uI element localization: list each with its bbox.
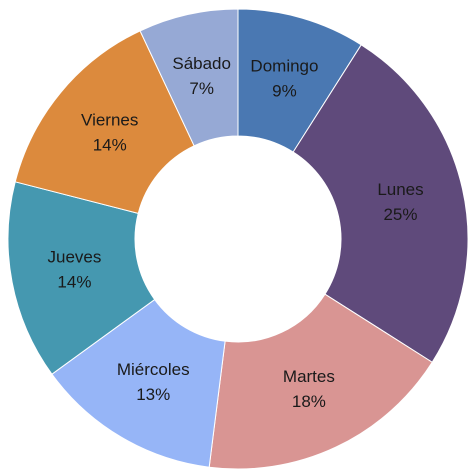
slice-category-label: Domingo <box>250 57 318 76</box>
slice-value-label: 14% <box>93 135 127 154</box>
slice-category-label: Jueves <box>48 248 102 267</box>
donut-slice <box>7 181 156 375</box>
slice-value-label: 13% <box>136 385 170 404</box>
slice-value-label: 7% <box>189 79 214 98</box>
slice-value-label: 25% <box>383 205 417 224</box>
slice-value-label: 18% <box>292 392 326 411</box>
slice-category-label: Miércoles <box>117 360 190 379</box>
slice-value-label: 9% <box>272 82 297 101</box>
donut-slice <box>208 293 433 470</box>
slice-category-label: Lunes <box>377 180 423 199</box>
donut-slice <box>14 30 195 214</box>
slice-category-label: Sábado <box>172 54 231 73</box>
donut-slice <box>51 298 226 468</box>
slice-category-label: Viernes <box>81 110 138 129</box>
donut-slice <box>139 8 239 147</box>
donut-slice <box>292 44 469 363</box>
slice-category-label: Martes <box>283 367 335 386</box>
slice-value-label: 14% <box>57 273 91 292</box>
